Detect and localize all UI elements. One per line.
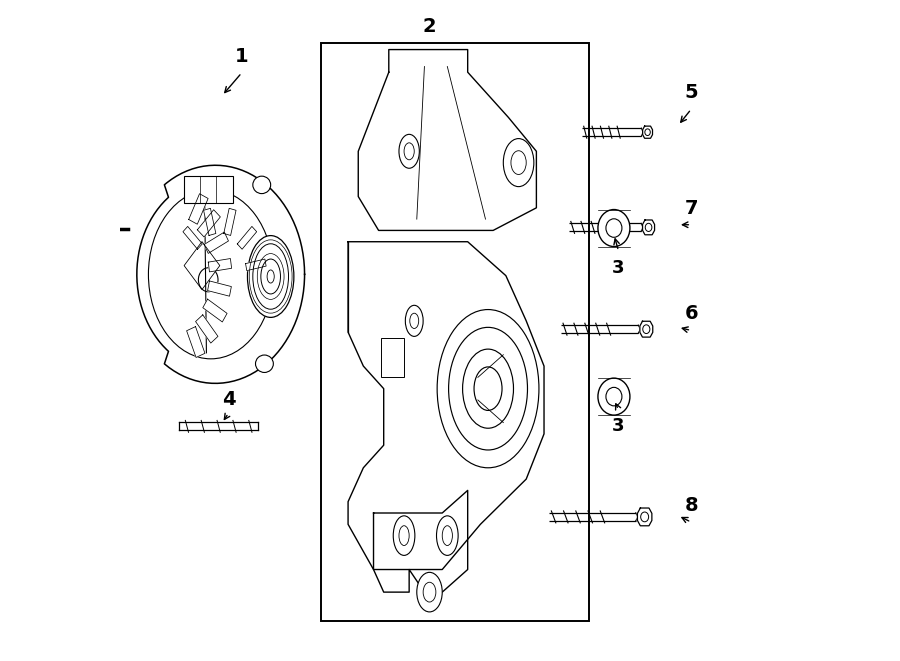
Polygon shape bbox=[348, 242, 544, 570]
Polygon shape bbox=[640, 321, 652, 337]
Polygon shape bbox=[137, 165, 304, 383]
Ellipse shape bbox=[437, 309, 539, 468]
Polygon shape bbox=[197, 210, 220, 237]
Text: 4: 4 bbox=[221, 391, 236, 409]
Text: 3: 3 bbox=[612, 417, 625, 436]
Ellipse shape bbox=[256, 355, 274, 373]
Bar bbox=[321, 43, 589, 621]
Ellipse shape bbox=[106, 221, 117, 236]
Polygon shape bbox=[208, 281, 231, 296]
Text: 5: 5 bbox=[685, 83, 698, 102]
Polygon shape bbox=[183, 227, 202, 249]
Ellipse shape bbox=[248, 235, 294, 317]
Polygon shape bbox=[195, 315, 218, 343]
Polygon shape bbox=[208, 258, 231, 272]
Ellipse shape bbox=[405, 305, 423, 336]
Ellipse shape bbox=[253, 176, 271, 194]
Text: 7: 7 bbox=[685, 199, 698, 217]
Text: 8: 8 bbox=[685, 496, 698, 515]
Polygon shape bbox=[374, 490, 468, 592]
Polygon shape bbox=[204, 232, 229, 253]
Ellipse shape bbox=[198, 268, 218, 292]
Polygon shape bbox=[643, 220, 654, 235]
Polygon shape bbox=[202, 299, 227, 322]
Text: 6: 6 bbox=[685, 305, 698, 323]
Ellipse shape bbox=[598, 210, 630, 247]
Polygon shape bbox=[186, 327, 205, 358]
Polygon shape bbox=[238, 227, 256, 249]
Ellipse shape bbox=[417, 572, 442, 612]
Ellipse shape bbox=[399, 134, 419, 169]
Text: 3: 3 bbox=[612, 258, 625, 277]
FancyBboxPatch shape bbox=[184, 176, 233, 203]
Polygon shape bbox=[637, 508, 652, 525]
Polygon shape bbox=[643, 126, 652, 138]
Polygon shape bbox=[246, 259, 266, 270]
Ellipse shape bbox=[393, 516, 415, 555]
Polygon shape bbox=[358, 50, 536, 231]
Ellipse shape bbox=[436, 516, 458, 555]
Polygon shape bbox=[203, 208, 216, 235]
Text: 2: 2 bbox=[422, 17, 436, 36]
Ellipse shape bbox=[503, 139, 534, 186]
Polygon shape bbox=[189, 194, 208, 224]
Polygon shape bbox=[224, 208, 236, 235]
Text: 1: 1 bbox=[235, 47, 248, 65]
Bar bbox=[382, 338, 404, 377]
Ellipse shape bbox=[598, 378, 630, 415]
